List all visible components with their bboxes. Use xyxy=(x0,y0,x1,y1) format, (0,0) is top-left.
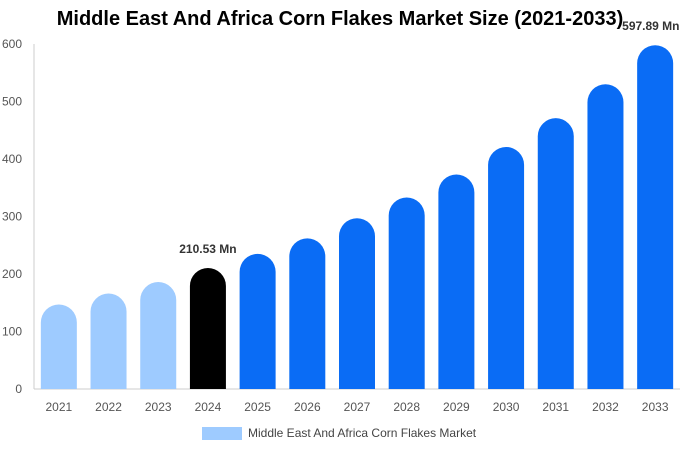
x-tick-label: 2026 xyxy=(294,400,321,414)
x-tick-label: 2023 xyxy=(145,400,172,414)
bar-2031 xyxy=(537,118,574,390)
bar-2029 xyxy=(438,174,475,389)
y-tick-label: 200 xyxy=(2,267,22,281)
x-tick-label: 2029 xyxy=(443,400,470,414)
bar-2022 xyxy=(90,293,127,389)
x-tick-label: 2022 xyxy=(95,400,122,414)
x-tick-label: 2030 xyxy=(493,400,520,414)
bar-2026 xyxy=(289,238,326,389)
y-tick-label: 300 xyxy=(2,210,22,224)
x-tick-label: 2031 xyxy=(542,400,569,414)
bar-2032 xyxy=(587,84,624,390)
bar-2021 xyxy=(40,304,77,389)
y-tick-label: 600 xyxy=(2,37,22,51)
data-label-2024: 210.53 Mn xyxy=(179,242,236,256)
y-tick-label: 100 xyxy=(2,325,22,339)
x-tick-label: 2028 xyxy=(393,400,420,414)
legend-label: Middle East And Africa Corn Flakes Marke… xyxy=(248,426,477,440)
bar-2023 xyxy=(140,282,177,389)
chart-title: Middle East And Africa Corn Flakes Marke… xyxy=(56,8,624,30)
x-tick-label: 2021 xyxy=(45,400,72,414)
y-tick-label: 500 xyxy=(2,95,22,109)
data-label-2033: 597.89 Mn xyxy=(622,19,679,33)
x-tick-label: 2025 xyxy=(244,400,271,414)
bar-2033 xyxy=(637,45,674,389)
y-tick-label: 400 xyxy=(2,152,22,166)
bar-2028 xyxy=(388,197,425,389)
x-tick-label: 2032 xyxy=(592,400,619,414)
bar-2030 xyxy=(488,146,525,389)
bar-2027 xyxy=(339,218,375,389)
x-tick-label: 2027 xyxy=(344,400,371,414)
bar-2025 xyxy=(239,253,276,389)
legend-swatch xyxy=(202,427,242,440)
y-tick-label: 0 xyxy=(15,382,22,396)
x-tick-label: 2033 xyxy=(642,400,669,414)
x-tick-label: 2024 xyxy=(195,400,222,414)
bar-2024 xyxy=(189,267,226,389)
